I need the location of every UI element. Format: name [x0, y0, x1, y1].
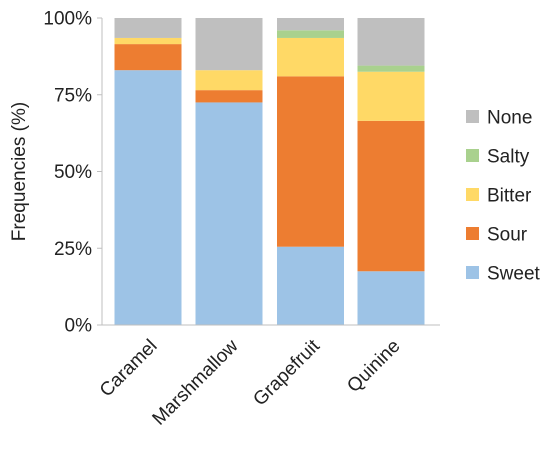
bar-segment-quinine-salty	[357, 65, 425, 72]
legend-swatch	[466, 266, 479, 279]
y-tick-label: 25%	[54, 239, 92, 260]
y-axis-title: Frequencies (%)	[9, 102, 30, 241]
x-tick-label: Caramel	[96, 336, 162, 402]
legend-swatch	[466, 227, 479, 240]
legend-swatch	[466, 149, 479, 162]
legend-label: Sour	[487, 225, 528, 246]
y-tick-label: 50%	[54, 162, 92, 183]
y-tick-label: 100%	[43, 9, 92, 30]
bar-segment-grapefruit-none	[277, 18, 344, 31]
bar-segment-grapefruit-sweet	[277, 246, 344, 325]
bar-segment-marshmallow-bitter	[195, 70, 263, 91]
legend-item-none: None	[466, 108, 532, 129]
legend-swatch	[466, 188, 479, 201]
bar-segment-grapefruit-bitter	[277, 37, 344, 77]
bar-segment-grapefruit-sour	[277, 76, 344, 247]
x-tick-label: Marshmallow	[149, 335, 243, 429]
legend-swatch	[466, 110, 479, 123]
bar-stack-caramel	[114, 18, 182, 325]
legend-label: Salty	[487, 147, 530, 168]
bar-segment-caramel-sour	[114, 44, 182, 71]
bar-segment-quinine-none	[357, 18, 425, 66]
bar-segment-marshmallow-none	[195, 18, 263, 71]
bar-segment-caramel-none	[114, 18, 182, 38]
bar-segment-marshmallow-sour	[195, 90, 263, 103]
bar-segment-marshmallow-sweet	[195, 102, 263, 325]
y-tick-label: 75%	[54, 85, 92, 106]
bar-stack-grapefruit	[277, 18, 344, 325]
bar-stack-marshmallow	[195, 18, 263, 325]
legend-label: Bitter	[487, 186, 532, 207]
x-tick-label: Grapefruit	[249, 335, 324, 410]
legend-label: None	[487, 108, 532, 129]
x-tick-label: Quinine	[343, 336, 404, 397]
y-tick-label: 0%	[65, 316, 93, 337]
legend-item-salty: Salty	[466, 147, 530, 168]
bar-stack-quinine	[357, 18, 425, 325]
legend-label: Sweet	[487, 264, 541, 285]
legend-item-sour: Sour	[466, 225, 528, 246]
bar-segment-quinine-bitter	[357, 71, 425, 121]
y-axis: 0% 25% 50% 75% 100%	[43, 9, 103, 337]
bar-segment-quinine-sour	[357, 120, 425, 272]
bar-segment-caramel-bitter	[114, 37, 182, 45]
bar-segment-quinine-sweet	[357, 271, 425, 325]
legend-item-bitter: Bitter	[466, 186, 532, 207]
bars-group	[114, 18, 425, 325]
bar-segment-grapefruit-salty	[277, 30, 344, 38]
bar-segment-caramel-sweet	[114, 70, 182, 325]
legend: None Salty Bitter Sour Sweet	[466, 108, 541, 285]
legend-item-sweet: Sweet	[466, 264, 541, 285]
